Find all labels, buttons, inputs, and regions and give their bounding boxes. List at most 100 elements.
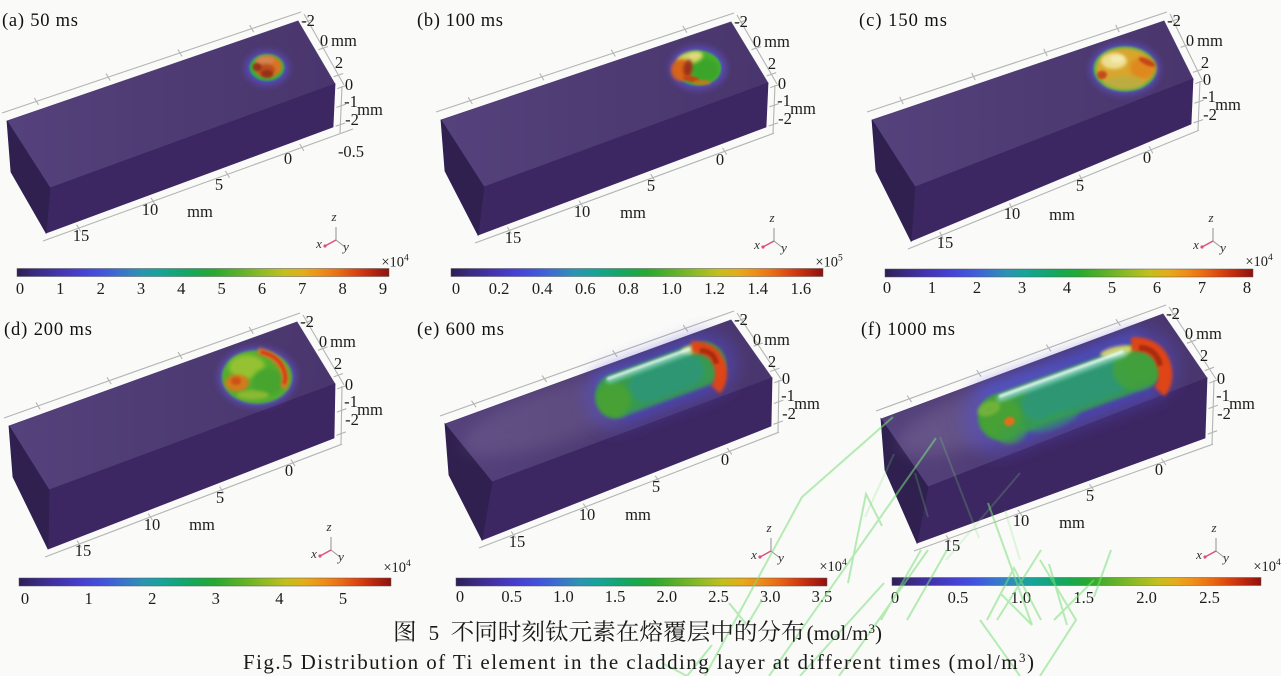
svg-text:x: x — [1195, 547, 1202, 562]
svg-text:0: 0 — [1185, 324, 1193, 343]
svg-text:mm: mm — [357, 400, 383, 419]
svg-text:4: 4 — [275, 589, 283, 608]
svg-text:x: x — [310, 546, 317, 561]
svg-text:mm: mm — [1196, 324, 1222, 343]
svg-text:0: 0 — [456, 587, 464, 606]
svg-text:1: 1 — [56, 279, 64, 298]
svg-text:0.6: 0.6 — [575, 279, 596, 298]
svg-text:0: 0 — [716, 150, 724, 169]
svg-text:x: x — [315, 236, 322, 251]
svg-text:5: 5 — [339, 589, 347, 608]
svg-text:0: 0 — [319, 332, 327, 351]
svg-text:0: 0 — [1186, 31, 1194, 50]
svg-text:mm: mm — [1215, 95, 1241, 114]
svg-text:x: x — [753, 237, 760, 252]
svg-text:2: 2 — [1201, 53, 1209, 72]
svg-text:0.8: 0.8 — [618, 279, 639, 298]
svg-text:-2: -2 — [734, 310, 748, 329]
svg-text:Fig.5 Distribution of Ti elem: Fig.5 Distribution of Ti element in the … — [243, 650, 1034, 674]
svg-text:×10: ×10 — [381, 255, 404, 271]
svg-text:15: 15 — [937, 233, 954, 252]
svg-text:2: 2 — [335, 53, 343, 72]
svg-text:2.5: 2.5 — [708, 587, 729, 606]
svg-text:1: 1 — [84, 589, 92, 608]
svg-text:z: z — [325, 519, 331, 534]
svg-text:15: 15 — [75, 541, 92, 560]
svg-text:0: 0 — [320, 31, 328, 50]
svg-text:4: 4 — [1268, 253, 1273, 263]
svg-text:1.0: 1.0 — [661, 279, 682, 298]
svg-text:z: z — [1210, 520, 1216, 535]
svg-text:×10: ×10 — [819, 559, 842, 575]
svg-text:3: 3 — [212, 589, 220, 608]
svg-text:6: 6 — [258, 279, 266, 298]
svg-text:x: x — [1192, 237, 1199, 252]
svg-text:4: 4 — [406, 559, 411, 569]
svg-text:y: y — [1218, 240, 1226, 255]
svg-text:-2: -2 — [1167, 11, 1181, 30]
svg-text:-1: -1 — [781, 386, 795, 405]
svg-text:1.5: 1.5 — [1073, 588, 1094, 607]
svg-text:15: 15 — [509, 532, 526, 551]
svg-text:-2: -2 — [1203, 105, 1217, 124]
svg-text:15: 15 — [505, 228, 522, 247]
svg-text:1.0: 1.0 — [1010, 588, 1031, 607]
svg-text:8: 8 — [338, 279, 346, 298]
svg-text:0: 0 — [1143, 148, 1151, 167]
svg-text:10: 10 — [1004, 204, 1021, 223]
svg-text:5: 5 — [217, 279, 225, 298]
svg-text:2: 2 — [768, 352, 776, 371]
svg-text:-2: -2 — [345, 110, 359, 129]
svg-text:5: 5 — [215, 175, 223, 194]
svg-text:2: 2 — [973, 278, 981, 297]
svg-text:5: 5 — [216, 488, 224, 507]
svg-text:0: 0 — [345, 375, 353, 394]
svg-text:0: 0 — [778, 74, 786, 93]
svg-text:2: 2 — [768, 54, 776, 73]
svg-text:2: 2 — [1200, 346, 1208, 365]
svg-text:-2: -2 — [778, 109, 792, 128]
svg-text:0: 0 — [285, 461, 293, 480]
svg-text:0: 0 — [1203, 70, 1211, 89]
svg-text:(f) 1000 ms: (f) 1000 ms — [861, 320, 955, 340]
svg-text:-1: -1 — [344, 92, 358, 111]
svg-text:8: 8 — [1243, 278, 1251, 297]
svg-text:5: 5 — [1108, 278, 1116, 297]
svg-text:-2: -2 — [734, 12, 748, 31]
svg-text:1.0: 1.0 — [553, 587, 574, 606]
svg-text:(b) 100 ms: (b) 100 ms — [417, 11, 503, 31]
svg-text:2.0: 2.0 — [1136, 588, 1157, 607]
svg-text:6: 6 — [1153, 278, 1161, 297]
svg-text:mm: mm — [330, 332, 356, 351]
svg-text:mm: mm — [794, 394, 820, 413]
svg-text:1.5: 1.5 — [605, 587, 626, 606]
svg-text:mm: mm — [357, 100, 383, 119]
svg-text:z: z — [330, 209, 336, 224]
svg-text:0: 0 — [16, 279, 24, 298]
svg-text:0: 0 — [452, 279, 460, 298]
svg-text:y: y — [336, 549, 344, 564]
svg-text:10: 10 — [574, 202, 591, 221]
svg-text:4: 4 — [404, 254, 409, 264]
svg-text:mm: mm — [1197, 31, 1223, 50]
svg-text:0: 0 — [284, 149, 292, 168]
svg-text:0: 0 — [21, 589, 29, 608]
svg-text:×10: ×10 — [815, 255, 838, 271]
svg-text:-1: -1 — [1202, 87, 1216, 106]
svg-text:(c) 150 ms: (c) 150 ms — [859, 11, 947, 31]
svg-text:z: z — [765, 520, 771, 535]
svg-text:7: 7 — [1198, 278, 1206, 297]
svg-text:mm: mm — [764, 32, 790, 51]
svg-text:-2: -2 — [345, 410, 359, 429]
svg-text:2: 2 — [97, 279, 105, 298]
svg-text:3: 3 — [1018, 278, 1026, 297]
svg-text:mm: mm — [331, 31, 357, 50]
svg-text:×10: ×10 — [1245, 254, 1268, 270]
svg-text:10: 10 — [1013, 511, 1030, 530]
svg-text:0: 0 — [753, 32, 761, 51]
svg-text:2: 2 — [148, 589, 156, 608]
svg-text:1: 1 — [928, 278, 936, 297]
svg-text:y: y — [1221, 550, 1229, 565]
svg-text:5: 5 — [429, 621, 440, 645]
svg-text:2: 2 — [334, 354, 342, 373]
